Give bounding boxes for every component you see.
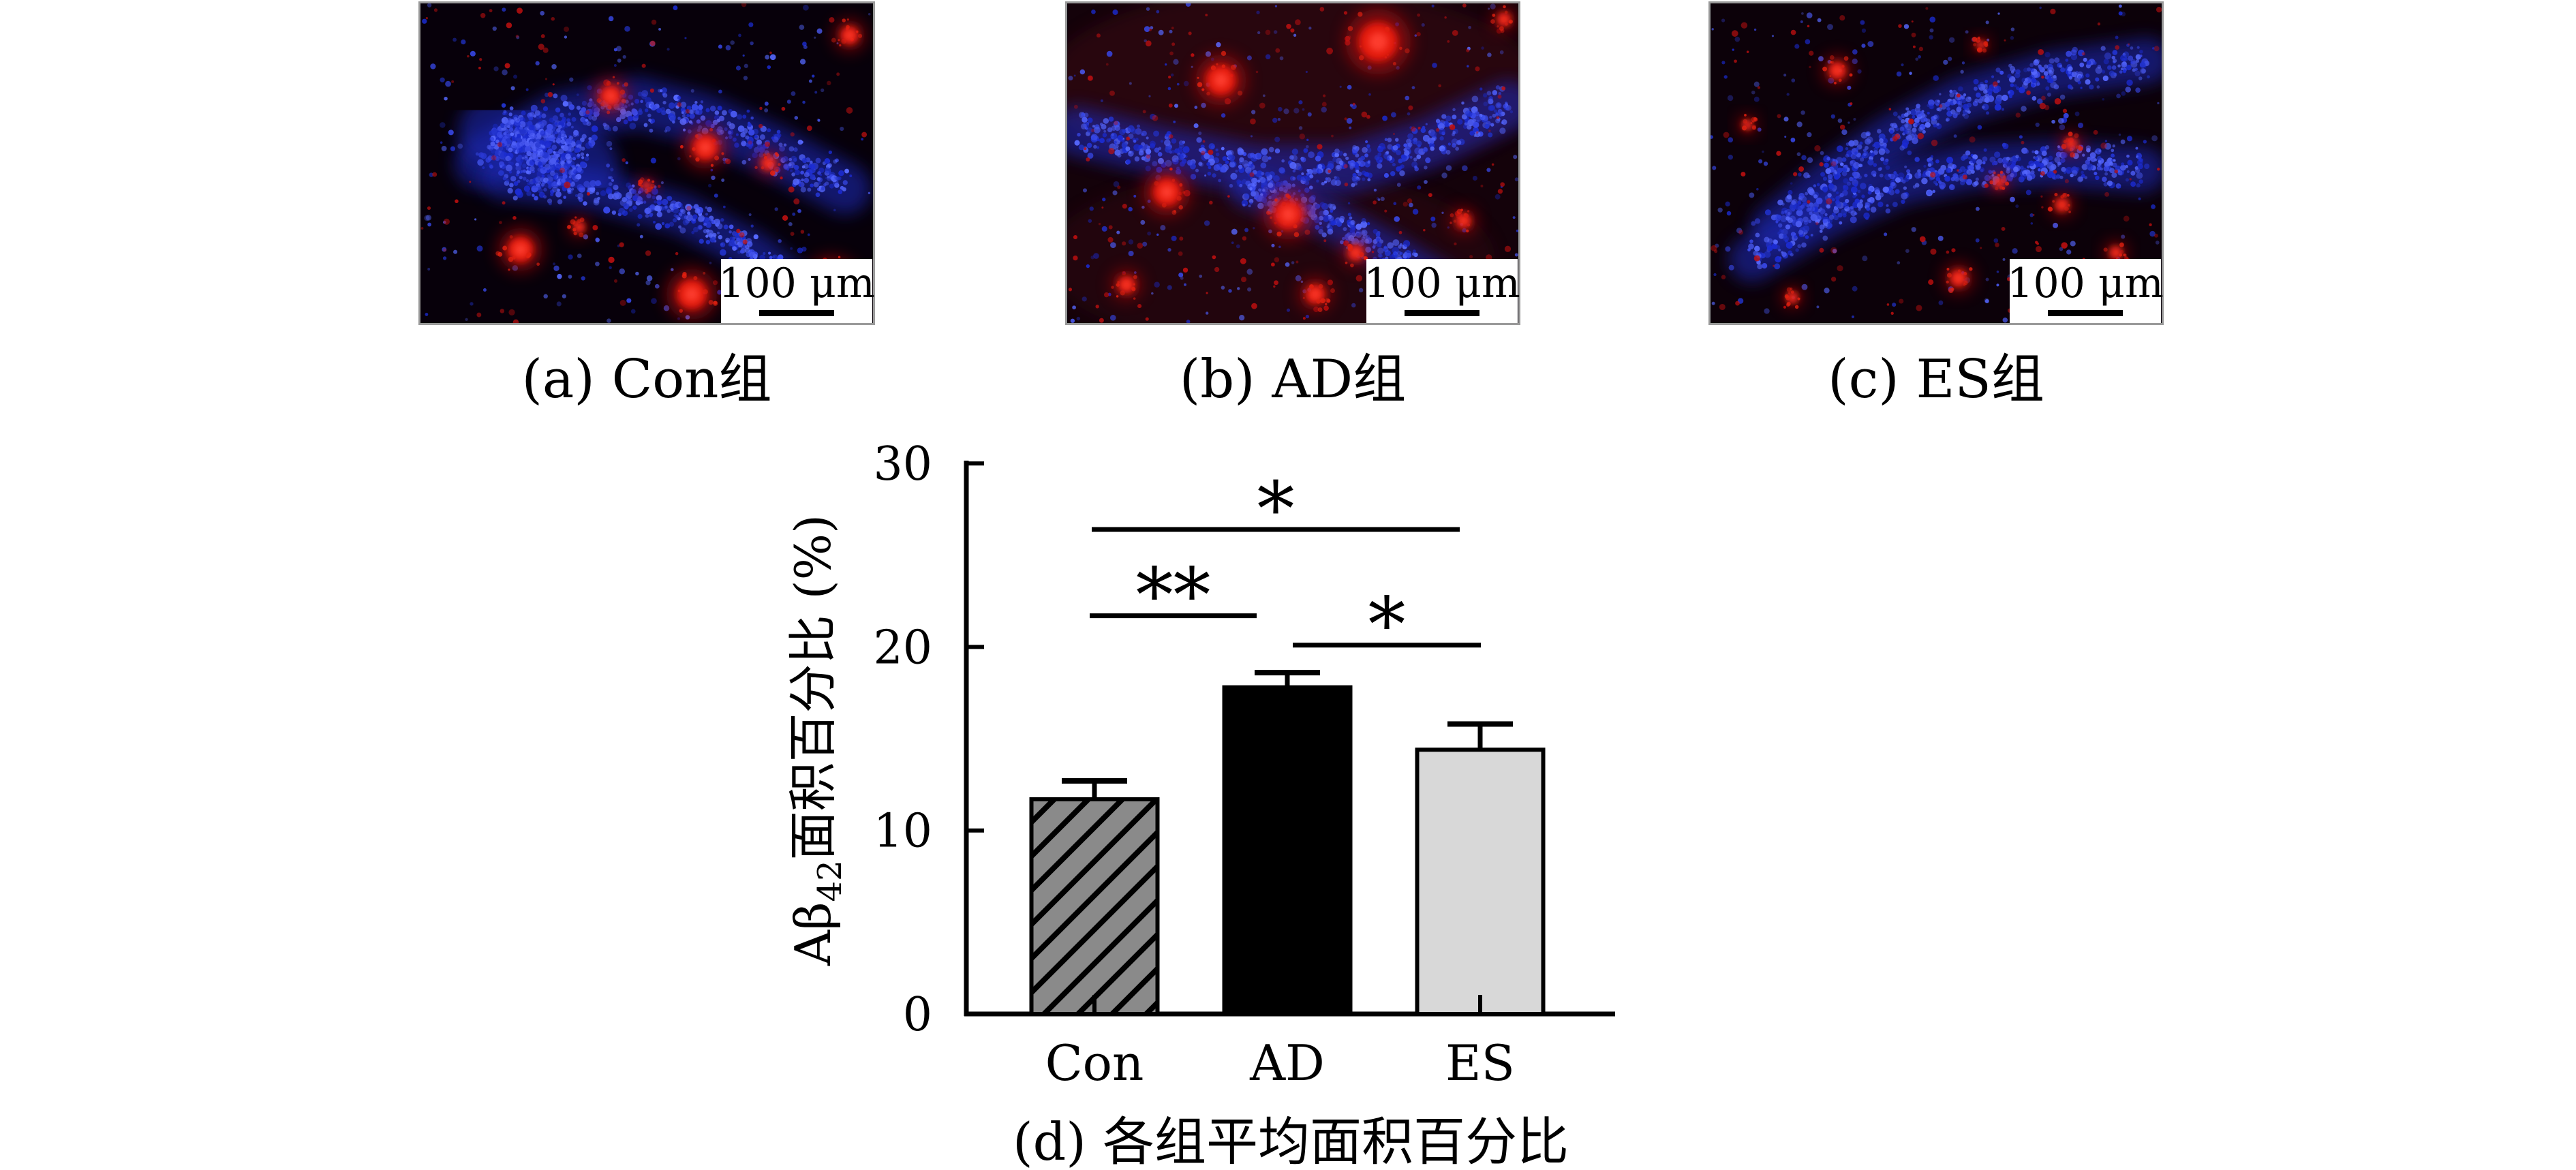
scale-bar-rule [759,310,834,316]
scale-bar-label: 100 μm [718,260,875,307]
x-tick-label-ad: AD [1249,1034,1325,1092]
panel-b: 100 μm [1065,1,1520,325]
scale-bar-label: 100 μm [1364,260,1520,307]
bar-con [1029,797,1160,1016]
panel-c: 100 μm [1708,1,2164,325]
y-tick-label: 0 [903,988,932,1042]
bar-es [1415,748,1546,1016]
y-tick-label: 30 [873,437,932,491]
bar-chart-panel: 30 20 10 0 Con AD ES ** * * Aβ42面积百分比 (%) (d) 各组平均面… [777,429,1670,1170]
y-axis-label: Aβ42面积百分比 (%) [784,514,849,966]
fluorescence-micrograph-es [1708,1,2164,325]
scale-bar-rule [2048,310,2123,316]
scale-bar: 100 μm [2007,259,2164,323]
panel-a: 100 μm [418,1,875,325]
panel-a-caption: (a) Con组 [521,349,772,410]
scale-bar-rule [1405,310,1479,316]
significance-label: * [1257,465,1295,553]
chart-caption: (d) 各组平均面积百分比 [1013,1111,1569,1170]
y-tick-label: 10 [873,805,932,859]
x-tick-label-es: ES [1445,1034,1515,1092]
y-tick-label: 20 [873,621,932,675]
fluorescence-micrograph-con [418,1,875,325]
scale-bar-label: 100 μm [2007,260,2164,307]
bar-ad [1222,685,1353,1016]
significance-label: * [1368,581,1406,668]
scale-bar: 100 μm [718,259,875,323]
x-tick-label-con: Con [1045,1034,1144,1092]
panel-b-caption: (b) AD组 [1179,349,1407,410]
scale-bar: 100 μm [1364,259,1520,323]
panel-c-caption: (c) ES组 [1828,349,2044,410]
significance-label: ** [1136,552,1211,639]
